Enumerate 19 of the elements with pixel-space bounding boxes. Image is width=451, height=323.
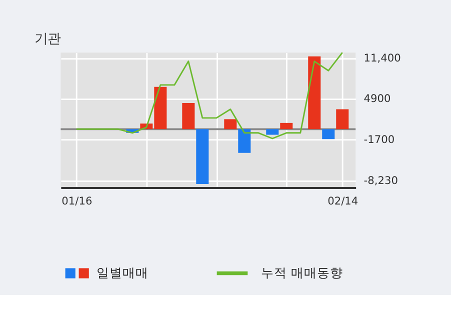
bar xyxy=(308,56,321,130)
bar xyxy=(238,129,251,153)
bar xyxy=(196,129,209,184)
bar xyxy=(224,119,237,130)
bar xyxy=(266,129,279,135)
legend-label: 일별매매 xyxy=(96,265,148,280)
legend-label: 누적 매매동향 xyxy=(261,265,344,280)
line-series xyxy=(76,52,344,140)
bar xyxy=(336,109,349,130)
bar xyxy=(182,103,195,130)
x-tick-label: 02/14 xyxy=(328,195,358,208)
y-tick-label: -8,230 xyxy=(364,174,398,187)
bar xyxy=(322,129,335,140)
x-tick-label: 01/16 xyxy=(62,195,92,208)
y-tick-label: -1700 xyxy=(364,134,395,146)
chart-title: 기관 xyxy=(34,31,61,48)
bar xyxy=(280,122,293,130)
y-tick-label: 4900 xyxy=(364,93,392,106)
y-tick-label: 11,400 xyxy=(364,52,402,65)
